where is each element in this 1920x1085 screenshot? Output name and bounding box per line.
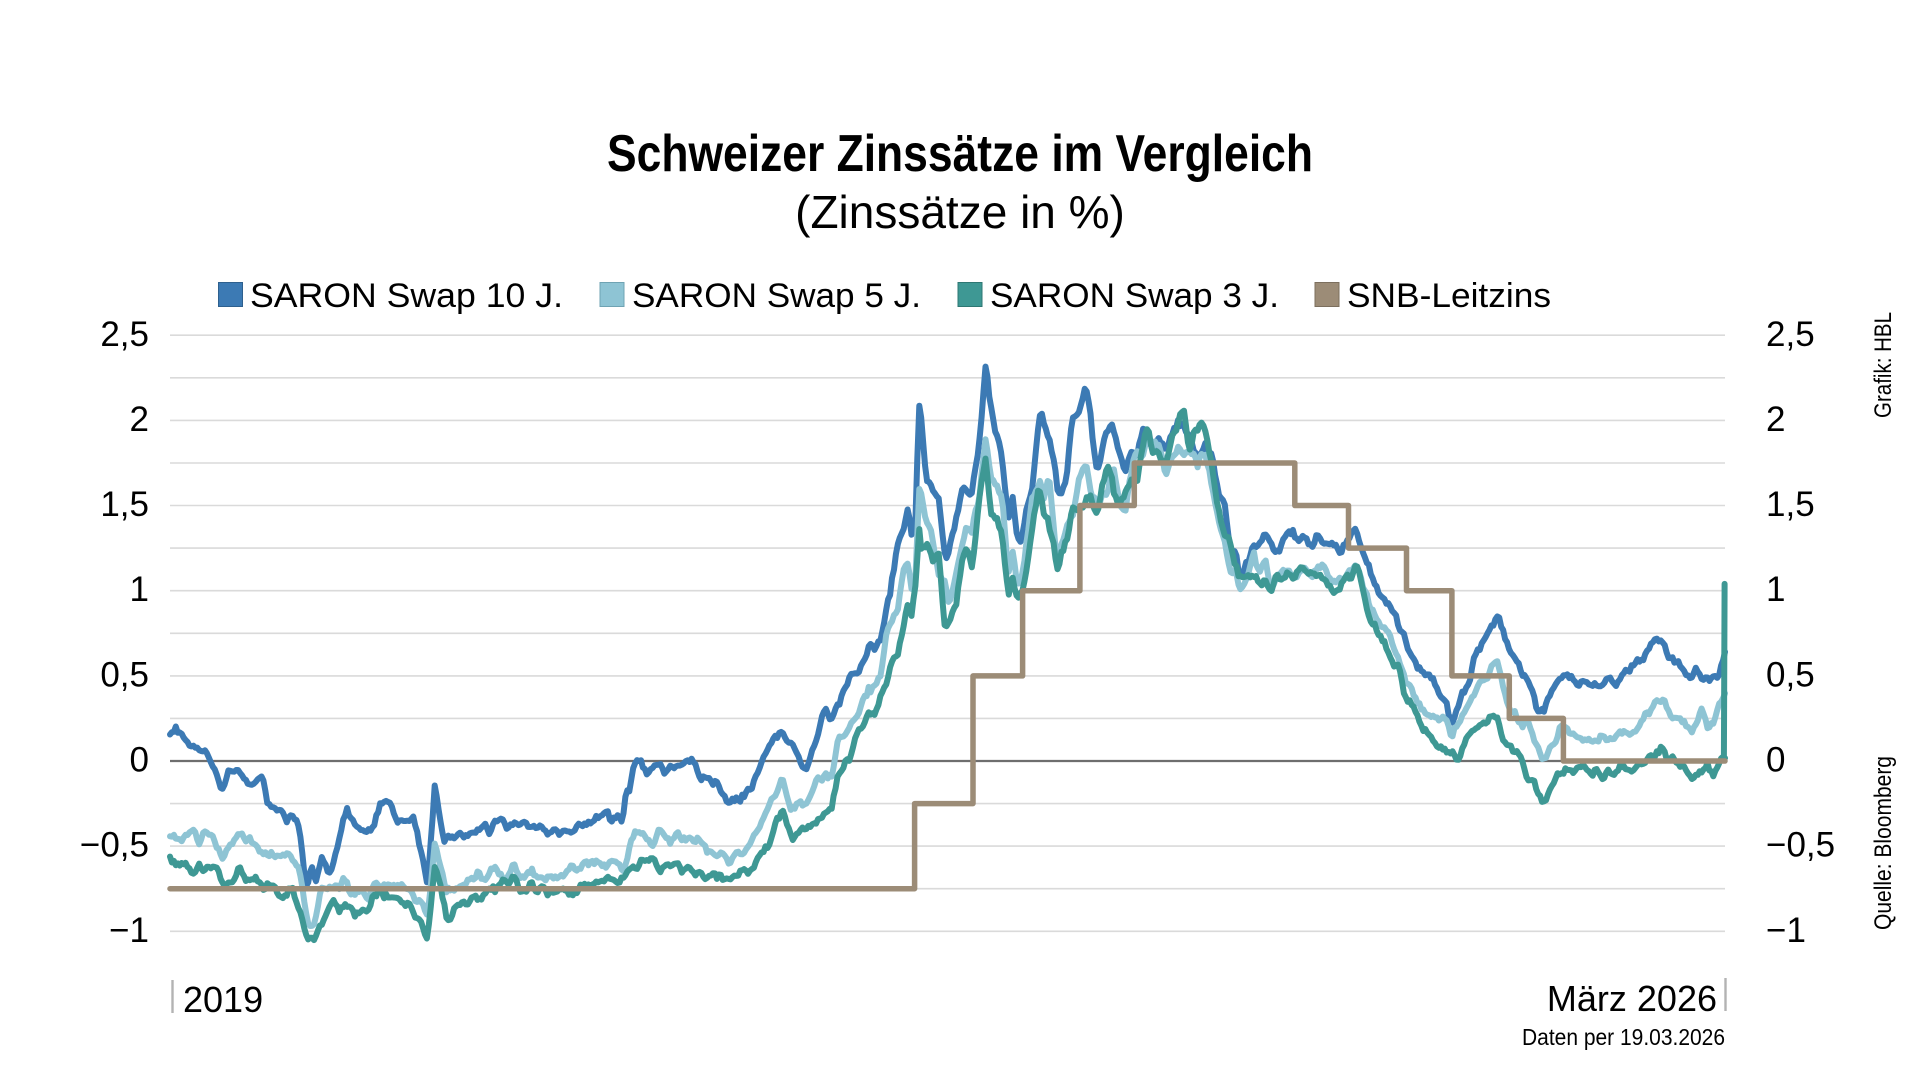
svg-text:0: 0 <box>130 741 149 780</box>
svg-text:−1: −1 <box>1766 911 1806 950</box>
svg-text:1: 1 <box>1766 570 1785 609</box>
svg-text:SARON Swap 10 J.: SARON Swap 10 J. <box>250 277 563 315</box>
svg-text:SNB-Leitzins: SNB-Leitzins <box>1347 277 1551 315</box>
svg-text:1,5: 1,5 <box>1766 485 1815 524</box>
svg-text:Schweizer Zinssätze im Verglei: Schweizer Zinssätze im Vergleich <box>607 125 1313 183</box>
svg-text:2,5: 2,5 <box>1766 315 1815 354</box>
svg-text:0,5: 0,5 <box>1766 655 1815 694</box>
svg-text:0: 0 <box>1766 741 1785 780</box>
svg-text:1,5: 1,5 <box>100 485 149 524</box>
svg-text:Grafik: HBL: Grafik: HBL <box>1870 312 1897 418</box>
svg-text:Quelle: Bloomberg: Quelle: Bloomberg <box>1870 756 1897 930</box>
svg-text:SARON Swap 5 J.: SARON Swap 5 J. <box>632 277 921 315</box>
svg-text:März 2026: März 2026 <box>1547 978 1717 1019</box>
svg-text:2019: 2019 <box>183 979 263 1020</box>
svg-text:1: 1 <box>130 570 149 609</box>
svg-text:2,5: 2,5 <box>100 315 149 354</box>
svg-text:2: 2 <box>130 400 149 439</box>
svg-text:−0,5: −0,5 <box>1766 826 1835 865</box>
svg-text:−0,5: −0,5 <box>80 826 149 865</box>
svg-text:0,5: 0,5 <box>100 655 149 694</box>
svg-text:SARON Swap 3 J.: SARON Swap 3 J. <box>990 277 1279 315</box>
svg-text:(Zinssätze in %): (Zinssätze in %) <box>795 186 1125 238</box>
svg-text:Daten per 19.03.2026: Daten per 19.03.2026 <box>1522 1024 1725 1050</box>
svg-text:2: 2 <box>1766 400 1785 439</box>
svg-text:−1: −1 <box>109 911 149 950</box>
